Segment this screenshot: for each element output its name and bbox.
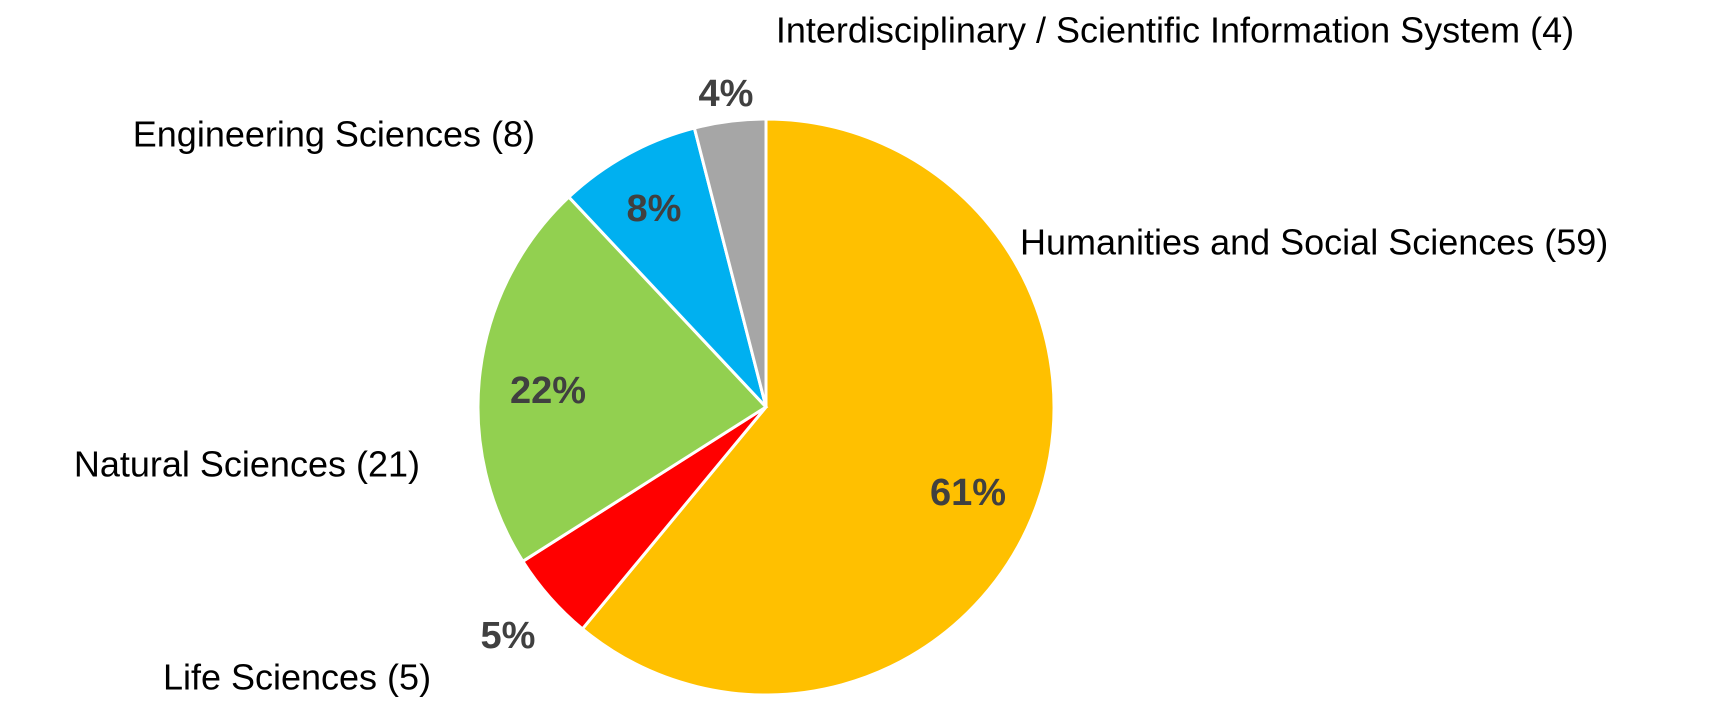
pie-slice [476,194,769,564]
pie-slice [692,117,768,408]
pie-slice [580,117,1056,697]
category-label: Interdisciplinary / Scientific Informati… [776,10,1574,51]
pie-slice [566,126,768,409]
category-label: Life Sciences (5) [163,657,431,698]
value-label: 4% [699,73,754,115]
value-label: 8% [627,188,682,230]
category-label: Humanities and Social Sciences (59) [1020,222,1608,263]
category-label: Natural Sciences (21) [74,444,420,485]
value-label: 22% [510,370,586,412]
value-label: 61% [930,472,1006,514]
value-label: 5% [481,615,536,657]
category-label: Engineering Sciences (8) [133,114,535,155]
